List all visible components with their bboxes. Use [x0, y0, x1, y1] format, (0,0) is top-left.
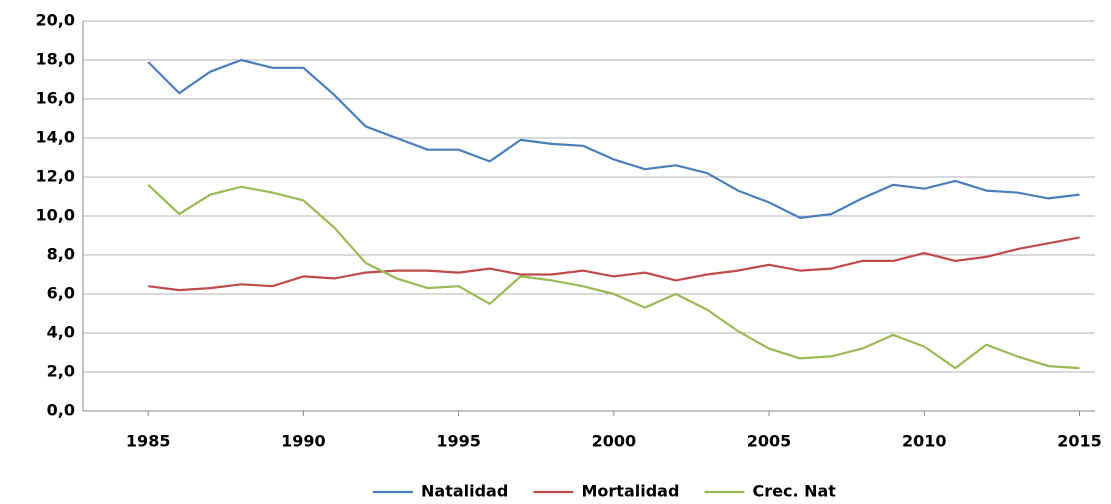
- y-tick-label: 6,0: [47, 284, 75, 303]
- y-tick-label: 16,0: [36, 89, 75, 108]
- x-tick-label: 1990: [281, 432, 326, 451]
- y-tick-label: 12,0: [36, 167, 75, 186]
- x-tick-label: 1995: [436, 432, 481, 451]
- y-tick-label: 2,0: [47, 362, 75, 381]
- legend-label: Natalidad: [421, 482, 508, 501]
- line-series: [147, 58, 1080, 219]
- y-tick-label: 14,0: [36, 128, 75, 147]
- y-tick-label: 18,0: [36, 50, 75, 69]
- legend-label: Crec. Nat: [753, 482, 837, 501]
- y-tick-label: 8,0: [47, 245, 75, 264]
- x-tick-label: 2000: [592, 432, 637, 451]
- legend-label: Mortalidad: [582, 482, 680, 501]
- y-tick-label: 10,0: [36, 206, 75, 225]
- y-tick-label: 20,0: [36, 11, 75, 30]
- x-tick-label: 2015: [1057, 432, 1102, 451]
- y-tick-label: 4,0: [47, 323, 75, 342]
- x-tick-label: 1985: [126, 432, 171, 451]
- x-tick-label: 2010: [902, 432, 947, 451]
- line-series: [147, 184, 1080, 370]
- y-tick-label: 0,0: [47, 401, 75, 420]
- line-series: [148, 236, 1080, 292]
- x-tick-label: 2005: [747, 432, 792, 451]
